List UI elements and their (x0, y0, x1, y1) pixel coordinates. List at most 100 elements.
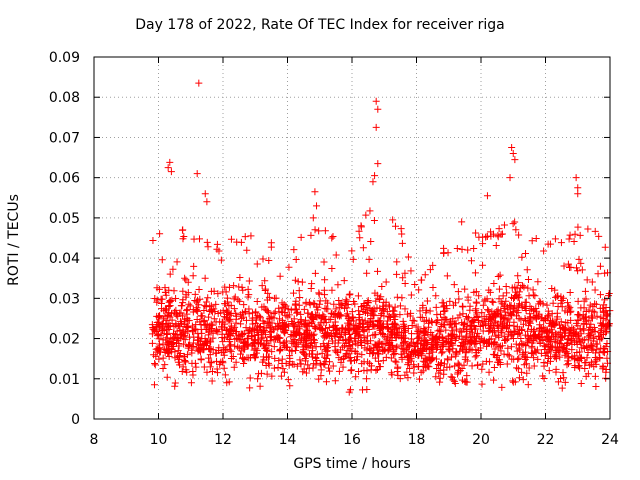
data-point (509, 334, 517, 342)
data-point (558, 323, 566, 331)
data-point (479, 321, 487, 329)
data-point (201, 274, 209, 282)
data-point (601, 296, 609, 304)
data-point (345, 342, 353, 350)
data-point (248, 342, 256, 350)
data-point (509, 378, 517, 386)
x-tick-label: 14 (279, 432, 297, 448)
data-point (213, 240, 221, 248)
data-point (367, 337, 375, 345)
data-point (184, 289, 192, 297)
data-point (423, 316, 431, 324)
data-point (520, 283, 528, 291)
data-point (549, 299, 557, 307)
data-point (354, 292, 362, 300)
data-point (165, 326, 173, 334)
data-point (587, 358, 595, 366)
data-point (179, 226, 187, 234)
data-point (369, 178, 377, 186)
data-point (207, 345, 215, 353)
data-point (542, 316, 550, 324)
data-point (580, 320, 588, 328)
data-point (350, 317, 358, 325)
data-point (296, 356, 304, 364)
data-point (572, 174, 580, 182)
data-point (593, 345, 601, 353)
data-point (384, 317, 392, 325)
data-point (161, 361, 169, 369)
data-point (521, 298, 529, 306)
data-point (429, 261, 437, 269)
data-point (447, 332, 455, 340)
data-point (442, 326, 450, 334)
data-point (264, 318, 272, 326)
data-point (440, 321, 448, 329)
data-point (274, 364, 282, 372)
data-point (271, 354, 279, 362)
data-point (557, 239, 565, 247)
data-point (293, 330, 301, 338)
data-point (182, 276, 190, 284)
data-point (294, 319, 302, 327)
data-point (524, 284, 532, 292)
data-point (321, 345, 329, 353)
data-point (368, 309, 376, 317)
data-point (591, 227, 599, 235)
data-point (333, 329, 341, 337)
data-point (500, 350, 508, 358)
data-point (190, 235, 198, 243)
data-point (159, 336, 167, 344)
data-point (179, 287, 187, 295)
data-point (163, 373, 171, 381)
data-point (563, 361, 571, 369)
data-point (267, 243, 275, 251)
data-point (297, 310, 305, 318)
data-point (306, 301, 314, 309)
data-point (446, 297, 454, 305)
data-point (557, 340, 565, 348)
data-point (588, 314, 596, 322)
data-point (374, 267, 382, 275)
data-point (372, 123, 380, 131)
data-point (428, 340, 436, 348)
data-point (225, 342, 233, 350)
data-point (471, 269, 479, 277)
data-point (265, 257, 273, 265)
data-point (382, 301, 390, 309)
data-point (255, 370, 263, 378)
data-point (239, 339, 247, 347)
data-point (543, 326, 551, 334)
data-point (379, 329, 387, 337)
data-point (599, 348, 607, 356)
data-point (181, 274, 189, 282)
data-point (204, 331, 212, 339)
data-point (289, 321, 297, 329)
data-point (187, 379, 195, 387)
data-point (494, 324, 502, 332)
data-point (401, 269, 409, 277)
data-point (447, 339, 455, 347)
data-point (508, 144, 516, 151)
data-point (538, 314, 546, 322)
data-point (419, 367, 427, 375)
data-point (194, 330, 202, 338)
data-point (526, 302, 534, 310)
data-point (526, 310, 534, 318)
data-point (561, 378, 569, 386)
data-point (502, 297, 510, 305)
data-point (179, 312, 187, 320)
data-point (302, 326, 310, 334)
data-point (304, 361, 312, 369)
x-tick-label: 20 (472, 432, 490, 448)
data-point (285, 311, 293, 319)
data-point (280, 338, 288, 346)
data-point (438, 359, 446, 367)
data-point (479, 301, 487, 309)
data-point (217, 256, 225, 264)
data-point (452, 333, 460, 341)
data-point (404, 253, 412, 261)
data-point (242, 307, 250, 315)
data-point (490, 322, 498, 330)
data-point (263, 370, 271, 378)
data-point (591, 286, 599, 294)
